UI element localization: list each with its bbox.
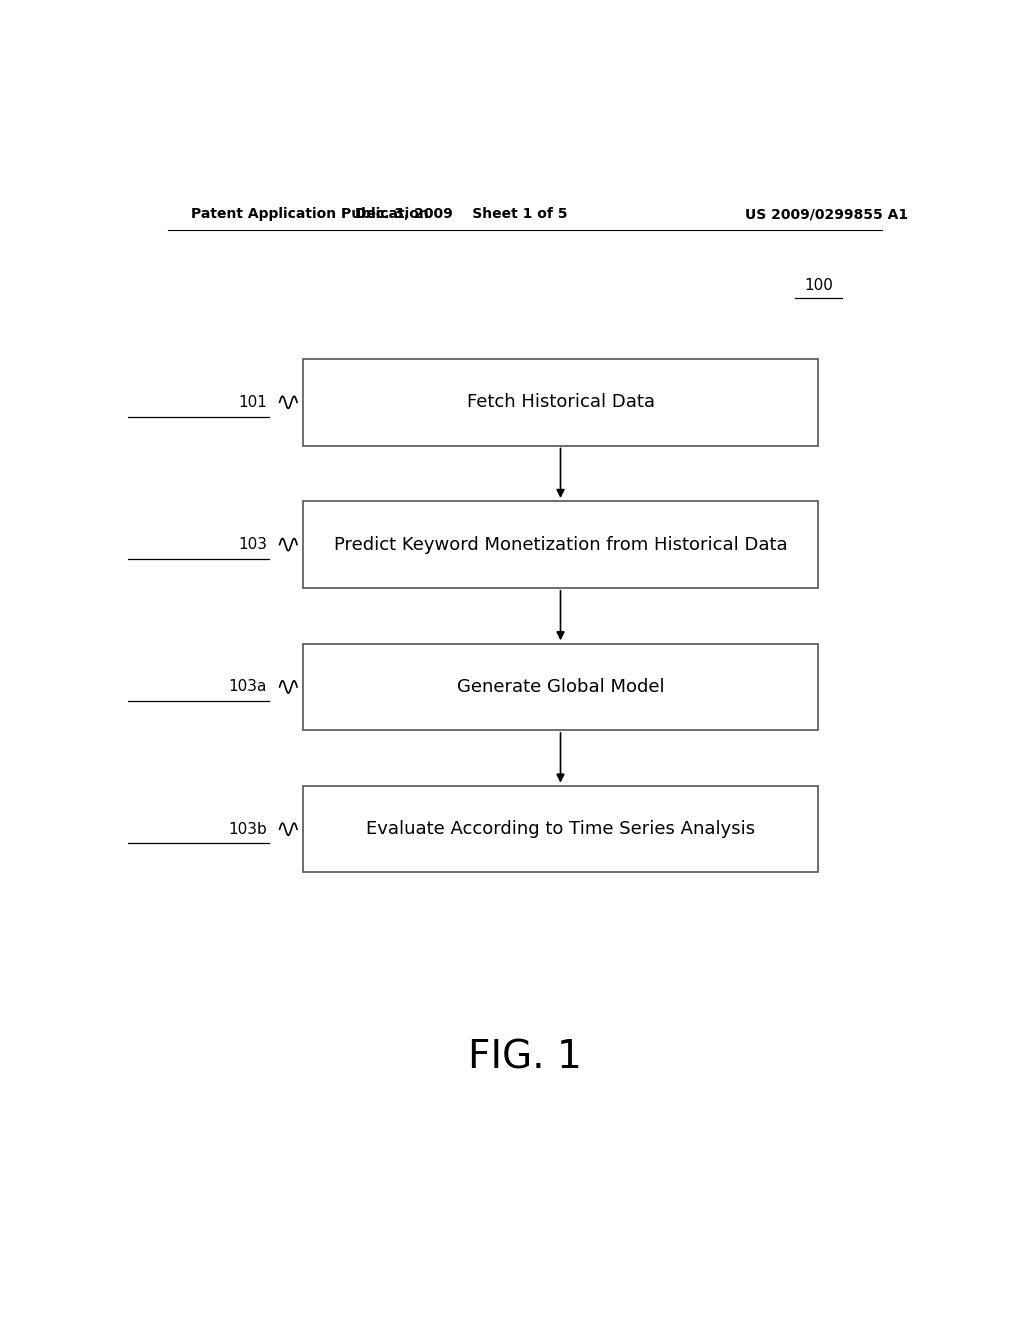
Text: Fetch Historical Data: Fetch Historical Data xyxy=(467,393,654,412)
Text: Predict Keyword Monetization from Historical Data: Predict Keyword Monetization from Histor… xyxy=(334,536,787,553)
Text: 103: 103 xyxy=(238,537,267,552)
Text: 103a: 103a xyxy=(228,680,267,694)
Text: 100: 100 xyxy=(804,279,833,293)
Text: 101: 101 xyxy=(238,395,267,409)
Text: Patent Application Publication: Patent Application Publication xyxy=(191,207,429,222)
Text: Evaluate According to Time Series Analysis: Evaluate According to Time Series Analys… xyxy=(366,820,755,838)
Text: Generate Global Model: Generate Global Model xyxy=(457,678,665,696)
Text: 103b: 103b xyxy=(228,822,267,837)
Bar xyxy=(303,644,818,730)
Text: US 2009/0299855 A1: US 2009/0299855 A1 xyxy=(744,207,908,222)
Bar xyxy=(303,502,818,587)
Bar xyxy=(303,785,818,873)
Text: Dec. 3, 2009    Sheet 1 of 5: Dec. 3, 2009 Sheet 1 of 5 xyxy=(355,207,567,222)
Text: FIG. 1: FIG. 1 xyxy=(468,1039,582,1077)
Bar xyxy=(303,359,818,446)
